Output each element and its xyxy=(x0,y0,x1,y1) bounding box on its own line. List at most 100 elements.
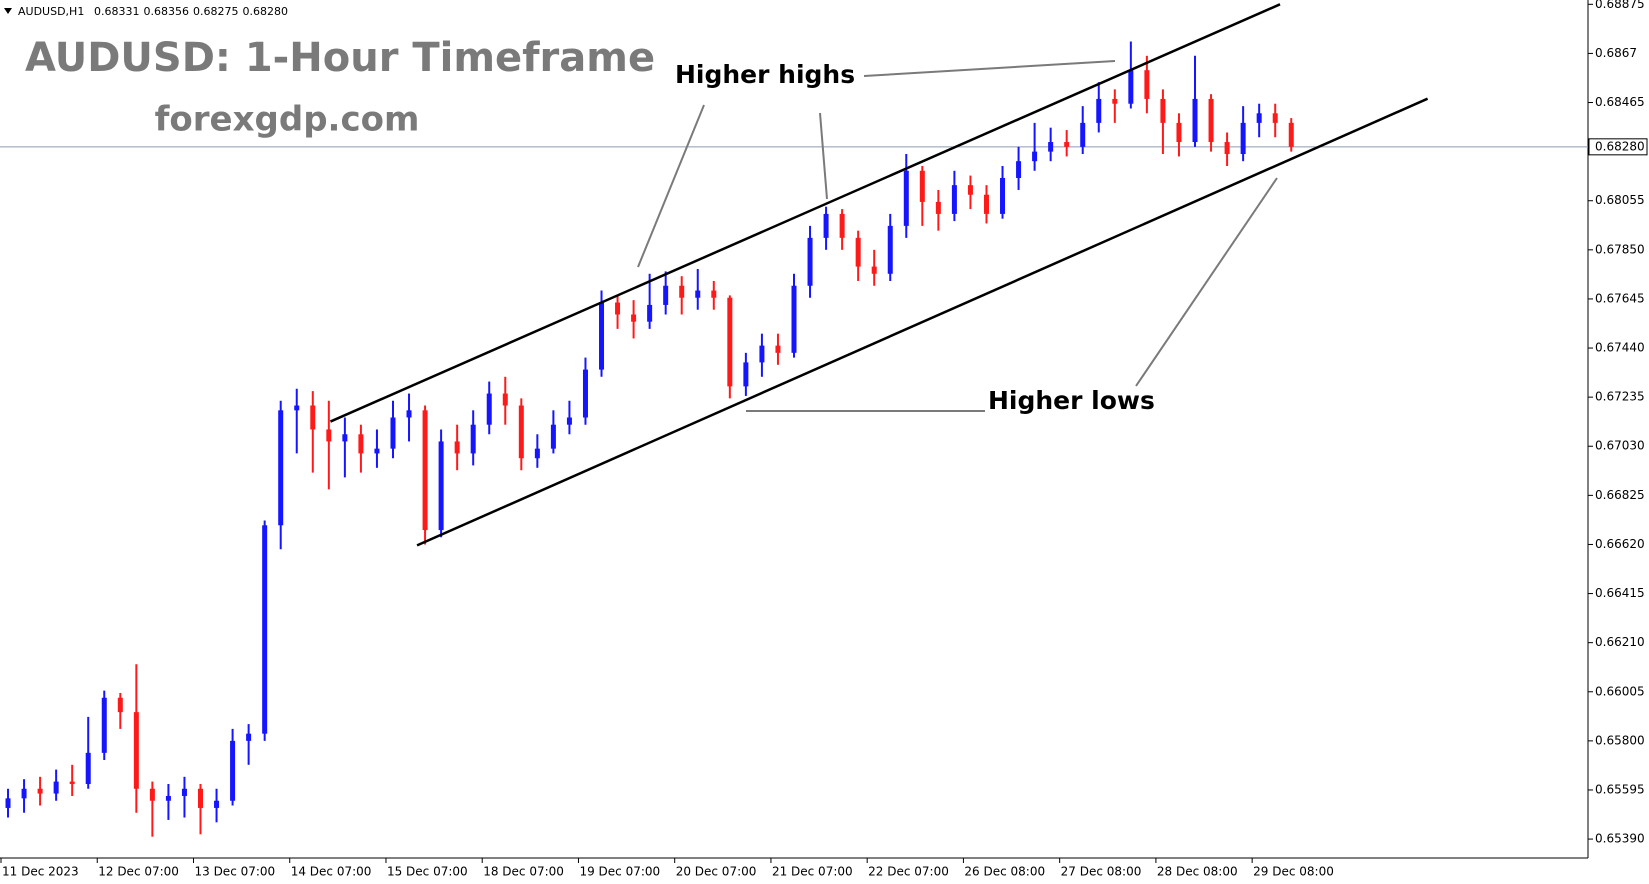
candle-body xyxy=(406,410,412,418)
candle-body xyxy=(85,752,91,784)
candle-body xyxy=(919,170,925,202)
candle-body xyxy=(550,424,556,449)
candle-body xyxy=(37,788,43,794)
candle-body xyxy=(1240,122,1246,155)
candle-body xyxy=(743,362,749,387)
candle-body xyxy=(935,201,941,214)
candle-body xyxy=(470,424,476,454)
candle-body xyxy=(502,393,508,406)
y-tick-label: 0.67645 xyxy=(1595,291,1645,305)
current-price-box xyxy=(1588,138,1648,156)
pointer xyxy=(863,60,1116,77)
candle-body xyxy=(53,781,59,794)
candle-body xyxy=(647,304,653,322)
candle-body xyxy=(695,290,701,298)
candle-body xyxy=(711,290,717,298)
y-tick-label: 0.66620 xyxy=(1595,537,1645,551)
y-tick-label: 0.68875 xyxy=(1595,0,1645,11)
candle-body xyxy=(1288,122,1294,147)
candle-body xyxy=(133,712,139,789)
symbol: AUDUSD,H1 xyxy=(18,5,84,18)
candle-body xyxy=(759,345,765,363)
candle-body xyxy=(342,434,348,442)
header-value: 0.68275 xyxy=(193,5,239,18)
candle-body xyxy=(230,740,236,801)
candle-body xyxy=(390,417,396,449)
candle-body xyxy=(198,788,204,808)
candle-body xyxy=(246,733,252,741)
candle-body xyxy=(887,225,893,274)
current-price-label: 0.68280 xyxy=(1595,139,1645,153)
chart-title: AUDUSD: 1-Hour Timeframe xyxy=(25,35,655,81)
header-value: 0.68356 xyxy=(144,5,190,18)
header-values: 0.68331 0.68356 0.68275 0.68280 xyxy=(94,5,288,18)
candle-body xyxy=(1016,161,1022,178)
candle-body xyxy=(1080,122,1086,147)
candle-body xyxy=(1176,122,1182,143)
candle-body xyxy=(534,448,540,459)
channel-line xyxy=(329,3,1281,423)
x-tick-label: 29 Dec 08:00 xyxy=(1253,865,1334,879)
candle-body xyxy=(1032,151,1038,162)
candle-body xyxy=(21,788,27,799)
candle-body xyxy=(358,434,364,454)
candle-body xyxy=(839,213,845,238)
candle-body xyxy=(663,285,669,305)
candle-body xyxy=(486,393,492,425)
candle-body xyxy=(1128,70,1134,104)
plot xyxy=(0,3,1588,837)
candle-body xyxy=(1256,113,1262,123)
x-tick-label: 20 Dec 07:00 xyxy=(676,865,757,879)
candle-body xyxy=(1048,142,1054,152)
candle-body xyxy=(165,795,171,801)
x-tick-label: 11 Dec 2023 xyxy=(2,865,79,879)
candle-body xyxy=(438,441,444,531)
candle-body xyxy=(951,185,957,214)
y-tick-label: 0.66210 xyxy=(1595,635,1645,649)
candle-body xyxy=(326,429,332,442)
annotation: Higher highs xyxy=(675,60,855,89)
candle-body xyxy=(791,285,797,353)
x-tick-label: 21 Dec 07:00 xyxy=(772,865,853,879)
channel-line xyxy=(416,97,1429,547)
candle-body xyxy=(101,697,107,753)
y-tick-label: 0.65800 xyxy=(1595,733,1645,747)
candle-body xyxy=(1096,98,1102,123)
candle-body xyxy=(1272,113,1278,123)
candle-body xyxy=(294,405,300,411)
x-tick-label: 18 Dec 07:00 xyxy=(483,865,564,879)
x-tick-label: 13 Dec 07:00 xyxy=(194,865,275,879)
y-tick-label: 0.66415 xyxy=(1595,586,1645,600)
candle-body xyxy=(69,781,75,784)
candle-body xyxy=(775,345,781,353)
candle-body xyxy=(181,788,187,796)
candle-body xyxy=(117,697,123,713)
y-tick-label: 0.65595 xyxy=(1595,782,1645,796)
candle-body xyxy=(1208,98,1214,143)
candle-body xyxy=(278,410,284,526)
annotation: Higher lows xyxy=(988,386,1155,415)
candle-body xyxy=(1000,177,1006,214)
y-tick-label: 0.68465 xyxy=(1595,95,1645,109)
candle-body xyxy=(422,410,428,531)
x-tick-label: 26 Dec 08:00 xyxy=(964,865,1045,879)
candle-body xyxy=(631,314,637,322)
candle-body xyxy=(1192,98,1198,143)
candle-body xyxy=(855,237,861,267)
y-tick-label: 0.6867 xyxy=(1595,46,1637,60)
candle-body xyxy=(454,441,460,454)
x-tick-label: 27 Dec 08:00 xyxy=(1061,865,1142,879)
candle-body xyxy=(1064,142,1070,147)
candle-body xyxy=(599,302,605,370)
candle-body xyxy=(582,369,588,418)
candle-body xyxy=(262,525,268,734)
candle-body xyxy=(679,285,685,298)
candle-body xyxy=(903,170,909,226)
candle-body xyxy=(807,237,813,286)
candle-body xyxy=(823,213,829,238)
y-tick-label: 0.67440 xyxy=(1595,341,1645,355)
candle-body xyxy=(5,798,11,808)
y-tick-label: 0.66825 xyxy=(1595,488,1645,502)
